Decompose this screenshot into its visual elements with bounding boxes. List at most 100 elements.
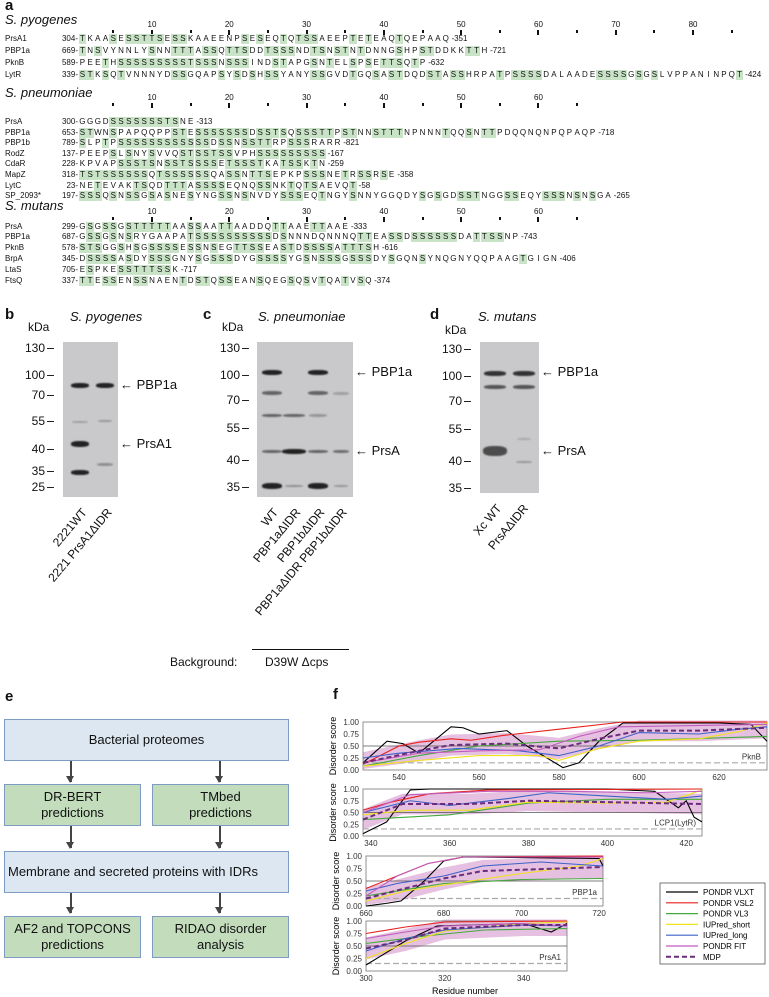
ruler-label: 10	[147, 207, 157, 216]
residue: T	[341, 46, 350, 56]
residue: T	[294, 34, 303, 44]
residue: R	[473, 70, 480, 79]
residue: S	[279, 191, 288, 201]
residue: Q	[349, 232, 357, 241]
residue: S	[217, 254, 226, 264]
residue: E	[373, 34, 379, 43]
residue: T	[78, 34, 87, 44]
arrow-down-icon	[67, 761, 73, 783]
series-line-pondr-vl3	[362, 735, 768, 767]
residue: N	[295, 46, 302, 55]
sequence-end: -313	[196, 117, 213, 126]
residue: Q	[311, 191, 318, 200]
sequence-end: -718	[598, 128, 615, 137]
residue: P	[566, 128, 573, 137]
residue: T	[179, 46, 187, 56]
residue: T	[86, 128, 94, 138]
residue: T	[186, 58, 195, 68]
residue: S	[209, 254, 218, 264]
residue: H	[125, 243, 132, 252]
ruler-tick	[266, 217, 269, 220]
sequence-name: RodZ	[5, 149, 25, 158]
residue: T	[163, 181, 172, 191]
residue: V	[164, 149, 171, 158]
gel-band	[72, 421, 88, 423]
residue: S	[209, 46, 218, 56]
residue: S	[209, 159, 218, 169]
x-tick-label: 340	[517, 974, 531, 983]
residue: S	[256, 128, 265, 138]
residue: P	[682, 70, 688, 79]
protein-label: PrsA1	[539, 953, 561, 962]
residue: S	[349, 254, 357, 264]
sequence-start: 300-	[61, 117, 78, 126]
residue: S	[256, 254, 265, 264]
panel-label-c: c	[203, 306, 212, 323]
residue: T	[395, 128, 404, 138]
residue: S	[611, 70, 620, 80]
residue: T	[117, 70, 125, 80]
y-tick-label: 1.00	[346, 917, 362, 926]
residue: S	[635, 70, 643, 80]
residue: D	[249, 128, 256, 137]
residue: S	[109, 34, 118, 44]
residue: S	[287, 191, 295, 201]
species-heading: S. mutans	[5, 198, 64, 213]
ruler-tick	[460, 103, 463, 108]
sequence-start: 339-	[61, 70, 78, 79]
residue: S	[233, 70, 241, 80]
residue: T	[395, 34, 404, 44]
ruler-label: 10	[147, 20, 157, 29]
residue: P	[102, 149, 109, 158]
residue: G	[342, 254, 349, 263]
arrow-down-icon	[216, 826, 222, 849]
residue: S	[240, 138, 249, 148]
residue: H	[481, 46, 488, 55]
residue: A	[203, 222, 209, 231]
ruler-tick	[305, 217, 308, 222]
residue: T	[94, 170, 102, 180]
residue: E	[110, 265, 116, 274]
residue: G	[280, 276, 287, 285]
series-line-iupred-long	[362, 726, 768, 759]
residue: N	[411, 254, 418, 263]
residue: S	[356, 276, 365, 286]
residue: S	[364, 243, 373, 253]
residue: S	[302, 138, 311, 148]
residue: K	[303, 159, 310, 168]
residue: P	[79, 58, 86, 67]
residue: T	[179, 276, 187, 286]
residue: V	[126, 70, 132, 79]
residue: S	[78, 243, 87, 253]
residue: S	[194, 232, 203, 242]
ruler-label: 20	[224, 20, 234, 29]
ruler-tick	[189, 103, 192, 106]
residue: V	[334, 181, 341, 190]
residue: E	[234, 276, 240, 285]
residue: P	[95, 138, 101, 147]
residue: S	[287, 149, 295, 159]
residue: A	[334, 222, 341, 231]
residue: T	[495, 70, 504, 80]
marker-label: 130	[441, 342, 462, 356]
sequence-end: -259	[327, 159, 344, 168]
residue: S	[202, 46, 210, 56]
marker-tick	[242, 348, 249, 349]
gel-band	[333, 449, 349, 453]
residue: N	[295, 70, 302, 79]
residue: Q	[210, 276, 217, 285]
sequence-start: 23-	[66, 181, 78, 190]
residue: E	[589, 70, 596, 79]
residue: S	[596, 70, 605, 80]
residue: L	[87, 138, 93, 147]
residue: S	[124, 149, 133, 159]
marker-tick	[242, 400, 249, 401]
arrow-down-icon	[216, 893, 222, 914]
residue: S	[325, 243, 334, 253]
residue: N	[133, 70, 140, 79]
residue: G	[141, 191, 148, 200]
band-arrow-label: ← PBP1a	[355, 364, 413, 379]
residue: Q	[233, 181, 241, 190]
residue: D	[303, 46, 310, 55]
